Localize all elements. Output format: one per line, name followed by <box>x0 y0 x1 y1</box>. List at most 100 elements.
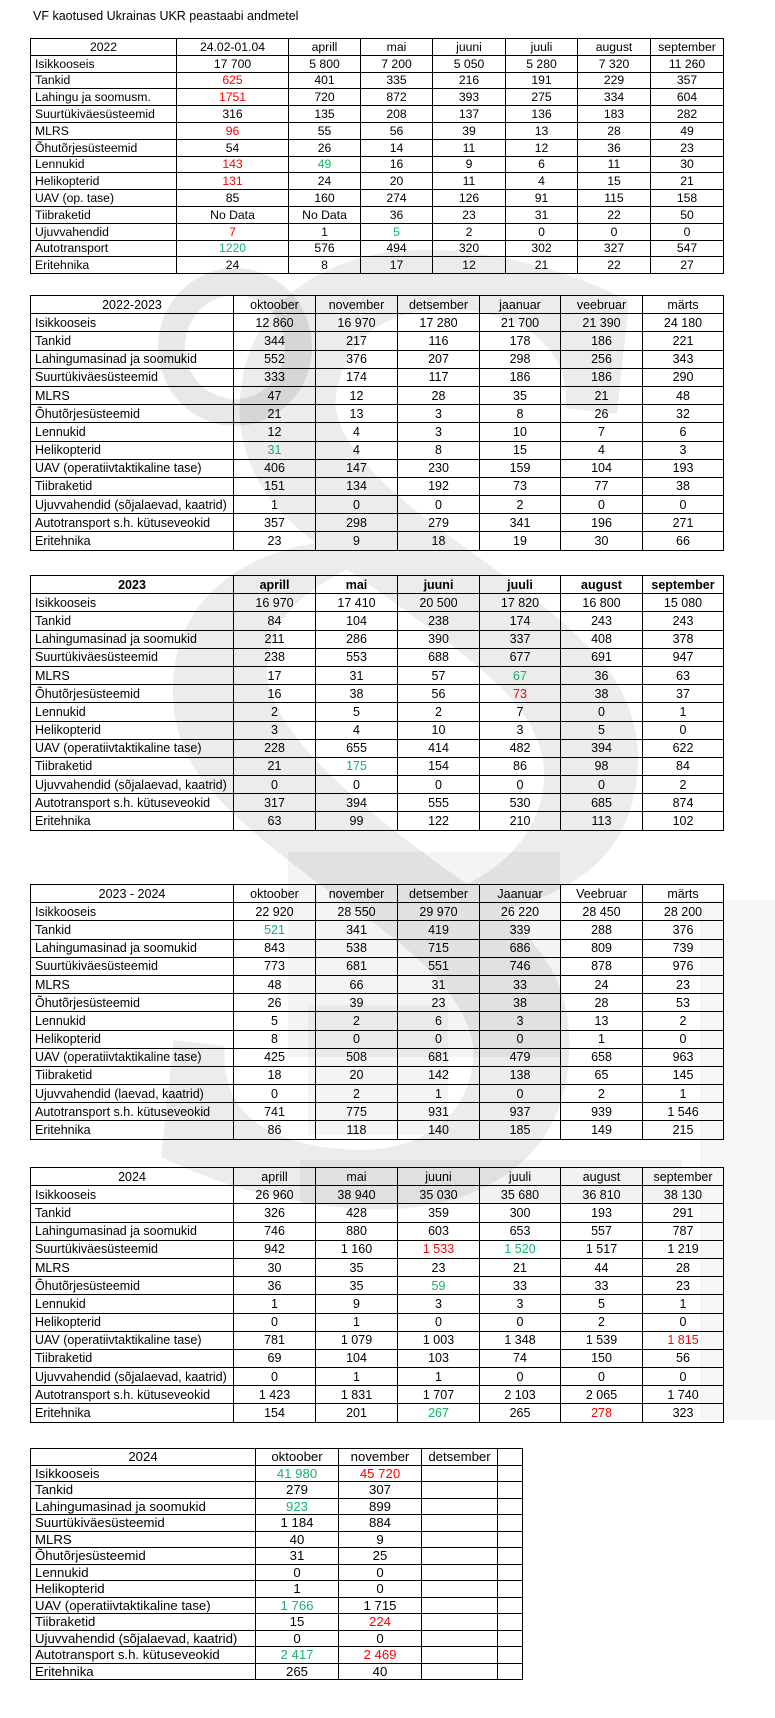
cell-value: 0 <box>560 775 643 795</box>
cell-value: 376 <box>642 920 724 940</box>
cell-value: 4 <box>560 440 643 460</box>
cell-value: 343 <box>642 349 724 369</box>
cell-value: 28 <box>397 385 480 406</box>
cell-value: 2 103 <box>479 1385 561 1405</box>
table-row: Autotransport s.h. kütuseveokid 357 298 279… <box>30 513 724 533</box>
table-row: Ujuvvahendid 7 1 5 2 0 0 0 <box>30 222 724 241</box>
table-header-row: 2022-2023 oktoober november detsember jaanua… <box>30 294 724 315</box>
row-label: Suurtükiväesüsteemid <box>30 1239 234 1259</box>
cell-value: 2 <box>560 1312 643 1332</box>
cell-value: 86 <box>479 756 561 777</box>
cell-value <box>421 1646 498 1664</box>
cell-value: 316 <box>176 105 289 123</box>
cell-value: 86 <box>233 1120 316 1140</box>
cell-value: 217 <box>315 331 398 351</box>
cell-value: 48 <box>233 974 316 995</box>
cell-value: 13 <box>560 1011 643 1031</box>
cell-value: 1 533 <box>397 1239 480 1259</box>
cell-value: 8 <box>397 440 480 460</box>
cell-value: 36 <box>560 665 643 686</box>
cell-value: 603 <box>397 1221 480 1241</box>
cell-value: 38 <box>315 684 398 704</box>
losses-table-2023-2024: 2023 - 2024 oktoober november detsember Jaan… <box>30 883 724 1140</box>
cell-value: 66 <box>642 531 724 551</box>
period-header: 2022 <box>30 38 177 56</box>
cell-value: 160 <box>288 189 361 207</box>
cell-value: 4 <box>315 720 398 740</box>
table-row: Isikkooseis 16 970 17 410 20 500 17 820 16 80… <box>30 593 724 613</box>
cell-value: 35 680 <box>479 1185 561 1205</box>
cell-value: 9 <box>315 1294 398 1314</box>
cell-value: 317 <box>233 793 316 813</box>
cell-value: 24 180 <box>642 313 724 333</box>
row-label: Lahingumasinad ja soomukid <box>30 938 234 958</box>
cell-value: 9 <box>315 531 398 551</box>
cell-value: 142 <box>397 1065 480 1086</box>
cell-value: 0 <box>233 1312 316 1332</box>
row-label: Eritehnika <box>30 1120 234 1140</box>
cell-value: 14 <box>360 138 433 157</box>
row-label: Isikkooseis <box>30 593 234 613</box>
table-row: MLRS 47 12 28 35 21 48 <box>30 385 724 406</box>
cell-value <box>421 1580 498 1598</box>
cell-value: 11 260 <box>650 54 724 73</box>
row-label: Eritehnika <box>30 531 234 551</box>
cell-value: 0 <box>642 720 724 740</box>
cell-value: 174 <box>315 367 398 387</box>
cell-value: 390 <box>397 629 480 649</box>
cell-value: 49 <box>650 121 724 140</box>
cell-value: 24 <box>560 974 643 995</box>
row-label: Suurtükiväesüsteemid <box>30 1514 256 1532</box>
table-row: Isikkooseis 22 920 28 550 29 970 26 220 28 45… <box>30 902 724 922</box>
table-row: Eritehnika 265 40 <box>30 1662 523 1680</box>
cell-value: 45 720 <box>338 1464 422 1482</box>
cell-value: 186 <box>560 331 643 351</box>
cell-value <box>421 1497 498 1515</box>
cell-value: 159 <box>479 458 561 478</box>
row-label: Lennukid <box>30 422 234 442</box>
cell-value: 1 715 <box>338 1596 422 1614</box>
cell-value: 84 <box>642 756 724 777</box>
cell-value: No Data <box>288 205 361 224</box>
cell-value: 0 <box>642 495 724 515</box>
cell-value <box>421 1547 498 1565</box>
cell-value: 21 <box>479 1257 561 1278</box>
row-label: Isikkooseis <box>30 54 177 73</box>
table-row: Tiibraketid 18 20 142 138 65 145 <box>30 1065 724 1086</box>
cell-value: 38 <box>479 993 561 1013</box>
cell-value: 96 <box>176 121 289 140</box>
cell-value: 243 <box>642 611 724 631</box>
cell-value: 394 <box>315 793 398 813</box>
cell-value: 102 <box>642 811 724 831</box>
cell-value: 17 <box>360 256 433 275</box>
cell-value: 16 970 <box>315 313 398 333</box>
cell-value: 28 550 <box>315 902 398 922</box>
cell-value: 482 <box>479 738 561 758</box>
table-row: Ujuvvahendid (sõjalaevad, kaatrid) 1 0 0 2 0 0 <box>30 495 724 515</box>
cell-value: 0 <box>397 1312 480 1332</box>
column-header: august <box>560 1166 643 1187</box>
losses-table-2024-oct-dec: 2024 oktoober november detsember Isikkooseis… <box>30 1448 523 1680</box>
cell-value: 9 <box>432 155 506 174</box>
cell-value: 688 <box>397 647 480 667</box>
table-row: Lennukid 1 9 3 3 5 1 <box>30 1294 724 1314</box>
row-label: Lahingumasinad ja soomukid <box>30 629 234 649</box>
cell-value: 942 <box>233 1239 316 1259</box>
cell-value: 1 003 <box>397 1330 480 1350</box>
row-label: Ujuvvahendid (sõjalaevad, kaatrid) <box>30 1367 234 1387</box>
cell-value: 357 <box>650 71 724 90</box>
table-row: Autotransport s.h. kütuseveokid 1 423 1 83… <box>30 1385 724 1405</box>
cell-value: 1 219 <box>642 1239 724 1259</box>
cell-value: 279 <box>255 1481 339 1499</box>
row-label: Isikkooseis <box>30 1185 234 1205</box>
cell-value: 12 <box>233 422 316 442</box>
table-row: MLRS 17 31 57 67 36 63 <box>30 665 724 686</box>
table-row: MLRS 30 35 23 21 44 28 <box>30 1257 724 1278</box>
cell-value: 265 <box>479 1403 561 1423</box>
row-label: Eritehnika <box>30 1662 256 1680</box>
column-header: mai <box>315 1166 398 1187</box>
cell-value: 479 <box>479 1047 561 1067</box>
column-header: märts <box>642 294 724 315</box>
table-row: Lahingumasinad ja soomukid 552 376 207 298 25… <box>30 349 724 369</box>
cell-value: 2 <box>315 1011 398 1031</box>
